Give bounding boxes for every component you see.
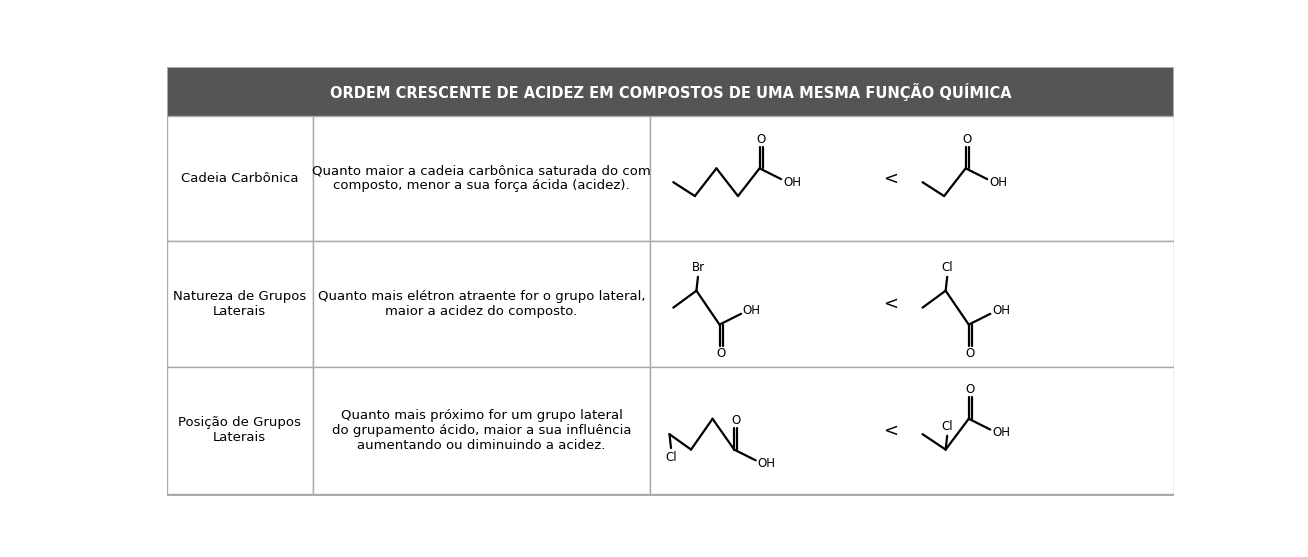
Text: ORDEM CRESCENTE DE ACIDEZ EM COMPOSTOS DE UMA MESMA FUNÇÃO QUÍMICA: ORDEM CRESCENTE DE ACIDEZ EM COMPOSTOS D… [330, 82, 1011, 100]
Text: OH: OH [783, 175, 800, 189]
Text: O: O [965, 383, 974, 396]
Text: Natureza de Grupos
Laterais: Natureza de Grupos Laterais [173, 290, 306, 318]
Text: Cl: Cl [942, 420, 954, 433]
Bar [313, 241, 650, 367]
Bar [650, 116, 1175, 241]
Text: OH: OH [991, 426, 1010, 439]
Text: OH: OH [989, 175, 1007, 189]
Text: <: < [884, 295, 899, 313]
Text: Cadeia Carbônica: Cadeia Carbônica [181, 172, 298, 185]
Text: OH: OH [743, 304, 761, 317]
Bar [650, 241, 1175, 367]
Text: <: < [884, 169, 899, 187]
Text: Cl: Cl [942, 261, 954, 274]
Text: <: < [884, 421, 899, 439]
Bar [313, 367, 650, 494]
Text: O: O [756, 133, 765, 145]
Bar [167, 241, 313, 367]
Bar [167, 116, 313, 241]
Bar [167, 67, 1175, 116]
Text: Quanto mais próximo for um grupo lateral
do grupamento ácido, maior a sua influê: Quanto mais próximo for um grupo lateral… [332, 409, 632, 452]
Text: Quanto mais elétron atraente for o grupo lateral,
maior a acidez do composto.: Quanto mais elétron atraente for o grupo… [318, 290, 645, 318]
Bar [313, 116, 650, 241]
Bar [167, 367, 313, 494]
Text: O: O [731, 414, 740, 427]
Text: OH: OH [991, 304, 1010, 317]
Text: OH: OH [757, 457, 776, 470]
Text: O: O [965, 348, 974, 360]
Text: O: O [963, 133, 972, 145]
Text: Cl: Cl [666, 451, 676, 464]
Text: Quanto maior a cadeia carbônica saturada do com
composto, menor a sua força ácid: Quanto maior a cadeia carbônica saturada… [313, 164, 651, 192]
Bar [650, 367, 1175, 494]
Text: Br: Br [692, 261, 705, 274]
Text: Posição de Grupos
Laterais: Posição de Grupos Laterais [178, 416, 301, 444]
Text: O: O [717, 348, 726, 360]
